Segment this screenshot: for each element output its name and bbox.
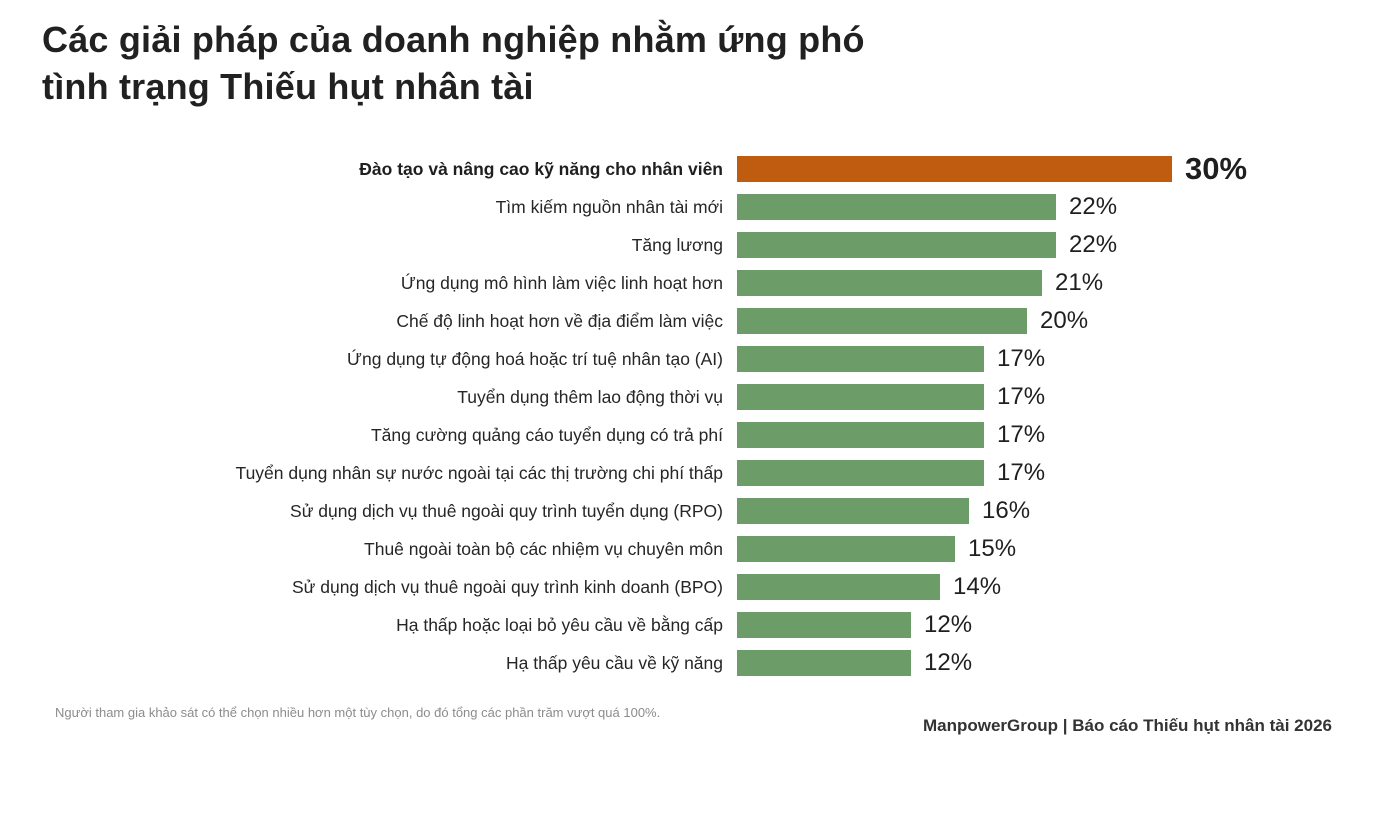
bar-category-label: Thuê ngoài toàn bộ các nhiệm vụ chuyên m… xyxy=(364,538,723,559)
bar-category-label: Đào tạo và nâng cao kỹ năng cho nhân viê… xyxy=(359,158,723,179)
chart-row: Ứng dụng mô hình làm việc linh hoạt hơn … xyxy=(42,264,1247,302)
chart-row: Sử dụng dịch vụ thuê ngoài quy trình kin… xyxy=(42,568,1247,606)
bar xyxy=(737,460,984,486)
bar-value-label: 20% xyxy=(1040,307,1089,334)
bar xyxy=(737,270,1042,296)
chart-row: Tăng cường quảng cáo tuyển dụng có trả p… xyxy=(42,416,1247,454)
bar xyxy=(737,346,984,372)
page-title: Các giải pháp của doanh nghiệp nhằm ứng … xyxy=(42,16,865,110)
bar xyxy=(737,498,969,524)
bar-value-label: 21% xyxy=(1055,269,1104,296)
bar xyxy=(737,650,911,676)
page-title-line2: tình trạng Thiếu hụt nhân tài xyxy=(42,66,534,107)
bar xyxy=(737,308,1027,334)
bar-value-label: 14% xyxy=(953,573,1002,600)
bar-category-label: Tìm kiếm nguồn nhân tài mới xyxy=(495,196,723,217)
bar xyxy=(737,536,955,562)
bar-category-label: Hạ thấp yêu cầu về kỹ năng xyxy=(506,652,723,673)
chart-footnote: Người tham gia khảo sát có thể chọn nhiề… xyxy=(55,705,661,720)
bar-value-label: 22% xyxy=(1069,231,1118,258)
bar-category-label: Sử dụng dịch vụ thuê ngoài quy trình tuy… xyxy=(290,500,723,521)
chart-row: Đào tạo và nâng cao kỹ năng cho nhân viê… xyxy=(42,150,1247,188)
bar xyxy=(737,194,1056,220)
chart-row: Tìm kiếm nguồn nhân tài mới 22% xyxy=(42,188,1247,226)
bar xyxy=(737,574,940,600)
chart-row: Tuyển dụng nhân sự nước ngoài tại các th… xyxy=(42,454,1247,492)
bar xyxy=(737,384,984,410)
bar-value-label: 16% xyxy=(982,497,1031,524)
bar xyxy=(737,612,911,638)
chart-row: Tuyển dụng thêm lao động thời vụ 17% xyxy=(42,378,1247,416)
bar-value-label: 17% xyxy=(997,459,1046,486)
bar-value-label: 15% xyxy=(968,535,1017,562)
bar-chart: Đào tạo và nâng cao kỹ năng cho nhân viê… xyxy=(42,150,1247,682)
bar-category-label: Ứng dụng mô hình làm việc linh hoạt hơn xyxy=(400,272,723,293)
bar-category-label: Hạ thấp hoặc loại bỏ yêu cầu về bằng cấp xyxy=(396,614,723,635)
bar-value-label: 17% xyxy=(997,345,1046,372)
chart-row: Chế độ linh hoạt hơn về địa điểm làm việ… xyxy=(42,302,1247,340)
bar-value-label: 17% xyxy=(997,421,1046,448)
bar-category-label: Ứng dụng tự động hoá hoặc trí tuệ nhân t… xyxy=(347,348,723,369)
bar xyxy=(737,156,1172,182)
bar xyxy=(737,422,984,448)
page-title-line1: Các giải pháp của doanh nghiệp nhằm ứng … xyxy=(42,19,865,60)
bar-category-label: Tuyển dụng thêm lao động thời vụ xyxy=(457,386,723,407)
bar-value-label: 12% xyxy=(924,649,973,676)
chart-row: Sử dụng dịch vụ thuê ngoài quy trình tuy… xyxy=(42,492,1247,530)
bar-value-label: 17% xyxy=(997,383,1046,410)
chart-row: Thuê ngoài toàn bộ các nhiệm vụ chuyên m… xyxy=(42,530,1247,568)
bar-value-label: 30% xyxy=(1185,151,1248,186)
chart-row: Hạ thấp hoặc loại bỏ yêu cầu về bằng cấp… xyxy=(42,606,1247,644)
chart-row: Hạ thấp yêu cầu về kỹ năng 12% xyxy=(42,644,1247,682)
bar-category-label: Tuyển dụng nhân sự nước ngoài tại các th… xyxy=(235,462,723,483)
bar-category-label: Tăng lương xyxy=(631,234,723,255)
source-attribution: ManpowerGroup | Báo cáo Thiếu hụt nhân t… xyxy=(922,716,1332,735)
chart-row: Ứng dụng tự động hoá hoặc trí tuệ nhân t… xyxy=(42,340,1247,378)
bar-value-label: 22% xyxy=(1069,193,1118,220)
bar-category-label: Sử dụng dịch vụ thuê ngoài quy trình kin… xyxy=(291,576,723,597)
bar-value-label: 12% xyxy=(924,611,973,638)
bar-category-label: Tăng cường quảng cáo tuyển dụng có trả p… xyxy=(370,424,723,445)
bar-category-label: Chế độ linh hoạt hơn về địa điểm làm việ… xyxy=(396,310,723,331)
chart-row: Tăng lương 22% xyxy=(42,226,1247,264)
bar xyxy=(737,232,1056,258)
